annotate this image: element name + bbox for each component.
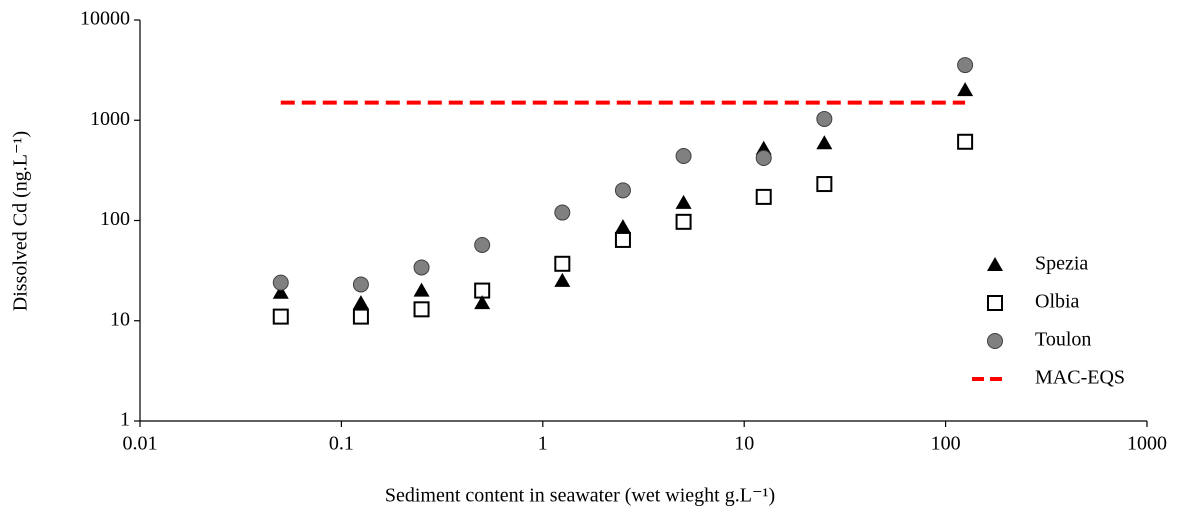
point: [816, 176, 833, 193]
x-tick-label: 1000: [1127, 433, 1167, 455]
legend-label: Spezia: [1035, 253, 1088, 275]
x-tick-label: 1: [538, 433, 548, 455]
y-tick-label: 10: [110, 308, 130, 330]
point: [675, 194, 692, 209]
x-axis-label: Sediment content in seawater (wet wieght…: [385, 485, 775, 507]
point: [957, 133, 974, 150]
point: [755, 150, 772, 167]
point: [614, 182, 631, 199]
point: [413, 259, 430, 276]
point: [957, 82, 974, 97]
point: [755, 188, 772, 205]
point: [352, 276, 369, 293]
point: [272, 308, 289, 325]
point: [352, 308, 369, 325]
legend-label: Toulon: [1035, 329, 1091, 351]
legend-marker: [987, 257, 1003, 271]
legend-label: MAC-EQS: [1035, 367, 1125, 389]
point: [554, 204, 571, 221]
point: [474, 236, 491, 253]
y-tick-label: 10000: [80, 8, 130, 30]
point: [957, 57, 974, 74]
x-tick-label: 0.01: [123, 433, 158, 455]
point: [614, 219, 631, 234]
point: [675, 147, 692, 164]
point: [675, 213, 692, 230]
legend-label: Olbia: [1035, 291, 1080, 313]
y-tick-label: 1: [120, 409, 130, 431]
point: [474, 295, 491, 310]
x-tick-label: 0.1: [329, 433, 354, 455]
y-tick-label: 100: [100, 208, 130, 230]
point: [816, 135, 833, 150]
x-tick-label: 100: [931, 433, 961, 455]
point: [554, 255, 571, 272]
point: [614, 231, 631, 248]
x-tick-label: 10: [734, 433, 754, 455]
point: [352, 295, 369, 310]
point: [474, 282, 491, 299]
point: [413, 301, 430, 318]
y-tick-label: 1000: [90, 108, 130, 130]
point: [554, 272, 571, 287]
legend-marker: [987, 333, 1003, 349]
point: [272, 284, 289, 299]
point: [816, 110, 833, 127]
point: [272, 274, 289, 291]
legend-marker: [987, 295, 1003, 311]
point: [413, 282, 430, 297]
y-axis-label: Dissolved Cd (ng.L⁻¹): [10, 131, 32, 311]
